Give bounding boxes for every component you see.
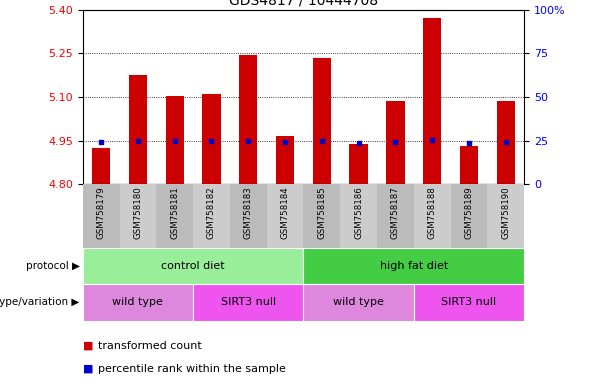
Bar (193, 184, 230, 248)
Bar (377, 184, 414, 248)
Bar (487, 184, 524, 248)
Bar (460, 146, 478, 184)
Bar (423, 18, 441, 184)
Bar (313, 58, 331, 184)
Bar (303, 184, 340, 248)
Title: GDS4817 / 10444708: GDS4817 / 10444708 (229, 0, 378, 7)
Bar (414, 284, 524, 321)
Text: ■: ■ (83, 364, 93, 374)
Text: control diet: control diet (161, 261, 225, 271)
Text: SIRT3 null: SIRT3 null (221, 297, 276, 308)
Text: GSM758180: GSM758180 (134, 186, 142, 239)
Text: high fat diet: high fat diet (379, 261, 448, 271)
Text: GSM758179: GSM758179 (97, 186, 105, 239)
Bar (386, 101, 405, 184)
Text: GSM758189: GSM758189 (465, 186, 473, 239)
Bar (120, 184, 156, 248)
Bar (129, 75, 147, 184)
Text: GSM758186: GSM758186 (354, 186, 363, 239)
Bar (239, 55, 257, 184)
Text: transformed count: transformed count (98, 341, 202, 351)
Bar (303, 284, 414, 321)
Bar (230, 184, 267, 248)
Text: percentile rank within the sample: percentile rank within the sample (98, 364, 286, 374)
Text: GSM758185: GSM758185 (318, 186, 326, 239)
Text: GSM758190: GSM758190 (501, 186, 510, 239)
Bar (156, 184, 193, 248)
Text: genotype/variation ▶: genotype/variation ▶ (0, 297, 80, 308)
Bar (83, 284, 193, 321)
Text: SIRT3 null: SIRT3 null (441, 297, 497, 308)
Bar (202, 94, 221, 184)
Bar (303, 248, 524, 284)
Bar (349, 144, 368, 184)
Bar (267, 184, 303, 248)
Bar (83, 184, 120, 248)
Text: protocol ▶: protocol ▶ (26, 261, 80, 271)
Bar (414, 184, 451, 248)
Text: wild type: wild type (333, 297, 384, 308)
Bar (83, 248, 303, 284)
Bar (451, 184, 487, 248)
Text: GSM758182: GSM758182 (207, 186, 216, 239)
Bar (276, 136, 294, 184)
Text: wild type: wild type (113, 297, 163, 308)
Bar (92, 148, 110, 184)
Text: GSM758184: GSM758184 (281, 186, 289, 239)
Text: GSM758183: GSM758183 (244, 186, 253, 239)
Text: GSM758187: GSM758187 (391, 186, 400, 239)
Text: GSM758188: GSM758188 (428, 186, 436, 239)
Bar (340, 184, 377, 248)
Text: GSM758181: GSM758181 (170, 186, 179, 239)
Text: ■: ■ (83, 341, 93, 351)
Bar (166, 96, 184, 184)
Bar (497, 101, 515, 184)
Bar (193, 284, 303, 321)
